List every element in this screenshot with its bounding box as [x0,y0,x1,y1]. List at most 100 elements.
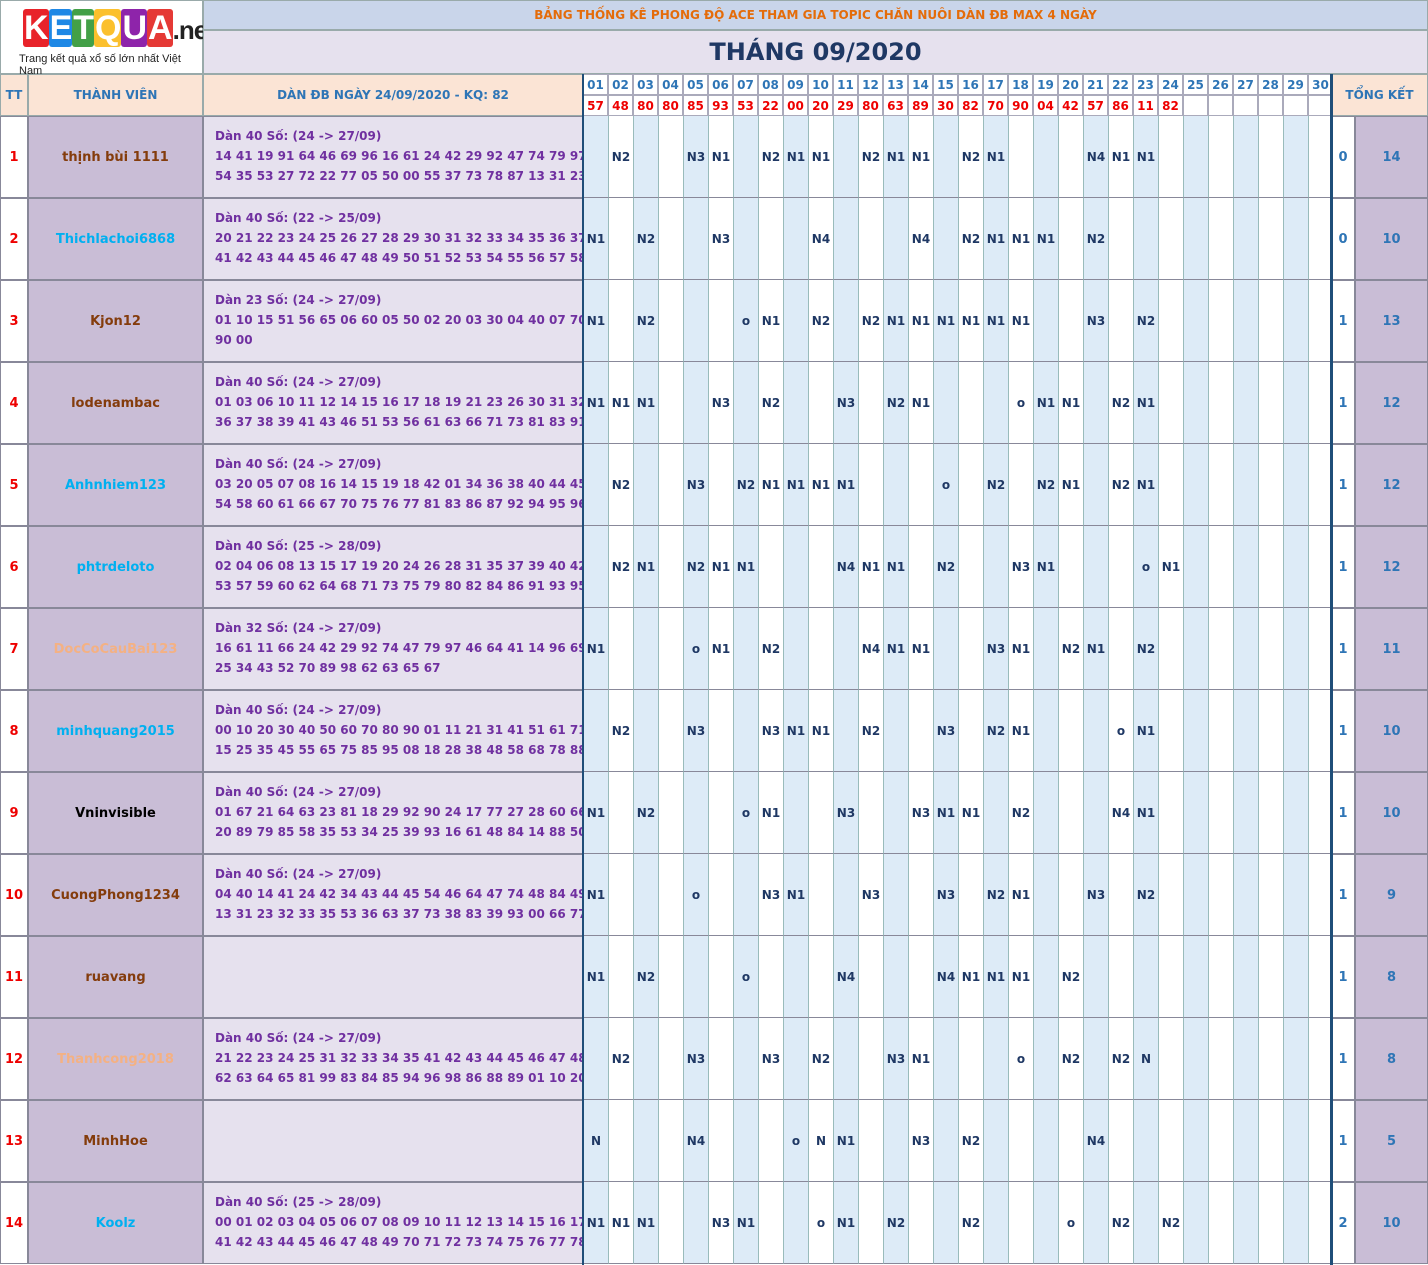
day-cell [1158,1018,1183,1100]
day-cell [1133,198,1158,280]
member-name[interactable]: Thichlachoi6868 [28,198,203,280]
day-cell [1308,690,1333,772]
day-cell: N4 [858,608,883,690]
day-cell [1233,1100,1258,1182]
day-cell [1258,198,1283,280]
day-cell [908,936,933,1018]
site-logo[interactable]: KETQUA.net Trang kết quả xổ số lớn nhất … [0,0,216,77]
day-cell [708,772,733,854]
member-name[interactable]: ruavang [28,936,203,1018]
day-cell [858,444,883,526]
day-cell: N2 [858,116,883,198]
day-cell [1183,1182,1208,1264]
logo-wordmark: KETQUA.net [23,9,216,48]
dan-line: 41 42 43 44 45 46 47 48 49 50 51 52 53 5… [215,251,583,265]
day-cell [1133,936,1158,1018]
logo-letter: K [23,9,49,47]
col-header-dan: DÀN ĐB NGÀY 24/09/2020 - KQ: 82 [203,74,583,116]
day-cell [708,690,733,772]
day-result: 57 [1083,95,1108,116]
day-cell: N2 [608,690,633,772]
day-cell [1308,444,1333,526]
dan-numbers: Dàn 40 Số: (24 -> 27/09) 04 40 14 41 24 4… [203,854,583,936]
day-cell [1258,1100,1283,1182]
day-cell: N1 [933,772,958,854]
member-name[interactable]: lodenambac [28,362,203,444]
member-name[interactable]: Thanhcong2018 [28,1018,203,1100]
day-cell [833,690,858,772]
day-cell: N3 [683,1018,708,1100]
day-cell [833,854,858,936]
logo-letter: . [172,15,180,45]
day-cell [1258,854,1283,936]
dan-numbers: Dàn 40 Số: (24 -> 27/09) 01 03 06 10 11 1… [203,362,583,444]
member-name[interactable]: Anhnhiem123 [28,444,203,526]
day-cell: N1 [1058,362,1083,444]
day-cell: o [1008,362,1033,444]
day-cell: N2 [983,444,1008,526]
day-cell: N1 [883,526,908,608]
dan-line: 25 34 43 52 70 89 98 62 63 65 67 [215,661,441,675]
dan-line: 54 58 60 61 66 67 70 75 76 77 81 83 86 8… [215,497,583,511]
day-cell [1058,854,1083,936]
row-number: 4 [0,362,28,444]
day-cell: N1 [958,772,983,854]
day-cell [883,690,908,772]
day-cell: N2 [633,198,658,280]
day-result: 89 [908,95,933,116]
dan-numbers: Dàn 40 Số: (24 -> 27/09) 00 10 20 30 40 5… [203,690,583,772]
day-cell [658,280,683,362]
day-header: 01 [583,74,608,95]
day-cell: N4 [1108,772,1133,854]
member-name[interactable]: Koolz [28,1182,203,1264]
member-name[interactable]: CuongPhong1234 [28,854,203,936]
member-name[interactable]: thịnh bùi 1111 [28,116,203,198]
member-name[interactable]: Kjon12 [28,280,203,362]
logo-letter: T [72,9,95,47]
day-cell [783,1182,808,1264]
summary-hits: 0 [1331,198,1355,280]
day-cell [1183,772,1208,854]
dan-line: 20 89 79 85 58 35 53 34 25 39 93 16 61 4… [215,825,583,839]
dan-line: Dàn 40 Số: (24 -> 27/09) [215,1031,382,1045]
member-name[interactable]: Vninvisible [28,772,203,854]
day-cell: N2 [1158,1182,1183,1264]
day-cell: N2 [1008,772,1033,854]
dan-line [215,1130,582,1150]
day-cell [1058,1100,1083,1182]
day-result: 11 [1133,95,1158,116]
day-cell [633,690,658,772]
day-cell: N3 [833,772,858,854]
day-cell: N3 [833,362,858,444]
day-cell: N1 [1133,362,1158,444]
day-cell [958,362,983,444]
day-cell: N2 [858,690,883,772]
summary-hits: 1 [1331,608,1355,690]
dan-line: Dàn 40 Số: (25 -> 28/09) [215,1195,382,1209]
day-cell: N1 [608,362,633,444]
day-cell [683,362,708,444]
dan-line: Dàn 40 Số: (24 -> 27/09) [215,703,382,717]
day-cell [1183,362,1208,444]
day-cell [1258,608,1283,690]
member-name[interactable]: DocCoCauBai123 [28,608,203,690]
day-cell: N2 [758,116,783,198]
page-title: THÁNG 09/2020 [203,30,1428,74]
day-cell: N [583,1100,608,1182]
member-name[interactable]: phtrdeloto [28,526,203,608]
day-cell: N2 [1083,198,1108,280]
day-cell: N3 [1083,854,1108,936]
member-name[interactable]: MinhHoe [28,1100,203,1182]
day-cell [1108,1100,1133,1182]
member-name[interactable]: minhquang2015 [28,690,203,772]
day-cell: N1 [883,116,908,198]
day-cell [608,936,633,1018]
day-cell [1258,772,1283,854]
day-cell [1208,444,1233,526]
day-cell [908,526,933,608]
day-cell [758,1100,783,1182]
day-cell: N3 [683,444,708,526]
day-cell [658,444,683,526]
day-cell: N1 [833,1182,858,1264]
day-cell [833,116,858,198]
